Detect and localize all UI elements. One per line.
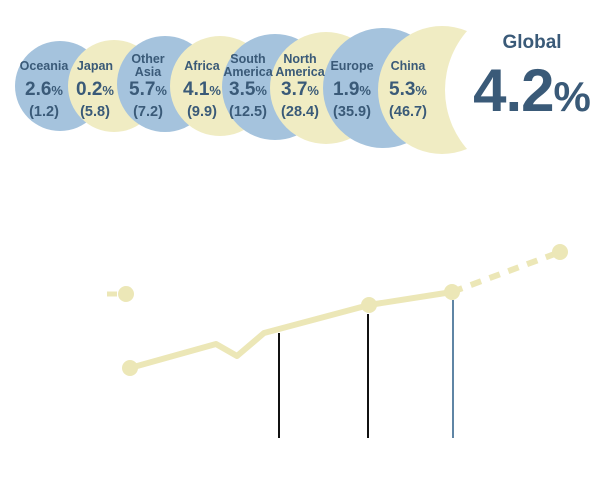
- region-growth-value: 3.5%: [229, 79, 267, 100]
- trend-point-3: [444, 284, 460, 300]
- region-growth-value: 0.2%: [76, 79, 114, 100]
- region-label-africa: Africa 4.1% (9.9): [157, 52, 247, 120]
- region-label-europe: Europe 1.9% (35.9): [307, 52, 397, 120]
- end-cap-circle: [445, 0, 615, 180]
- global-summary: Global 4.2%: [462, 33, 602, 123]
- region-name: China: [390, 58, 426, 73]
- region-paren-value: (7.2): [133, 104, 163, 120]
- region-growth-value: 2.6%: [25, 79, 63, 100]
- region-label-south-america: South America 3.5% (12.5): [203, 52, 293, 121]
- region-name: Japan: [76, 58, 114, 73]
- region-label-north-america: North America 3.7% (28.4): [255, 52, 345, 121]
- global-value-unit: %: [553, 73, 591, 120]
- region-growth-value: 5.3%: [389, 79, 427, 100]
- region-paren-value: (35.9): [333, 104, 371, 120]
- region-label-other-asia: Other Asia 5.7% (7.2): [103, 52, 193, 121]
- region-label-china: China 5.3% (46.7): [363, 52, 453, 120]
- global-value: 4.2%: [462, 61, 602, 123]
- region-paren-value: (9.9): [187, 104, 217, 120]
- trend-point-2: [361, 297, 377, 313]
- region-name: Oceania: [19, 58, 69, 73]
- region-paren-value: (28.4): [281, 104, 319, 120]
- global-label: Global: [502, 32, 562, 53]
- region-label-oceania: Oceania 2.6% (1.2): [0, 52, 89, 120]
- region-growth-value: 5.7%: [129, 79, 167, 100]
- region-name: Africa: [184, 58, 220, 73]
- region-growth-value: 3.7%: [281, 79, 319, 100]
- region-growth-value: 1.9%: [333, 79, 371, 100]
- region-name: South America: [223, 52, 273, 79]
- region-paren-value: (12.5): [229, 104, 267, 120]
- region-name: North America: [275, 52, 325, 79]
- region-name: Other Asia: [131, 52, 165, 79]
- region-paren-value: (5.8): [80, 104, 110, 120]
- region-name: Europe: [330, 58, 374, 73]
- region-paren-value: (1.2): [29, 104, 59, 120]
- global-value-number: 4.2: [473, 57, 554, 124]
- trend-point-4: [552, 244, 568, 260]
- legend-dot: [118, 286, 134, 302]
- region-paren-value: (46.7): [389, 104, 427, 120]
- trend-point-1: [122, 360, 138, 376]
- region-label-japan: Japan 0.2% (5.8): [50, 52, 140, 120]
- trend-line-solid: [129, 289, 453, 371]
- region-growth-value: 4.1%: [183, 79, 221, 100]
- trend-line-dashed-projection: [450, 249, 562, 295]
